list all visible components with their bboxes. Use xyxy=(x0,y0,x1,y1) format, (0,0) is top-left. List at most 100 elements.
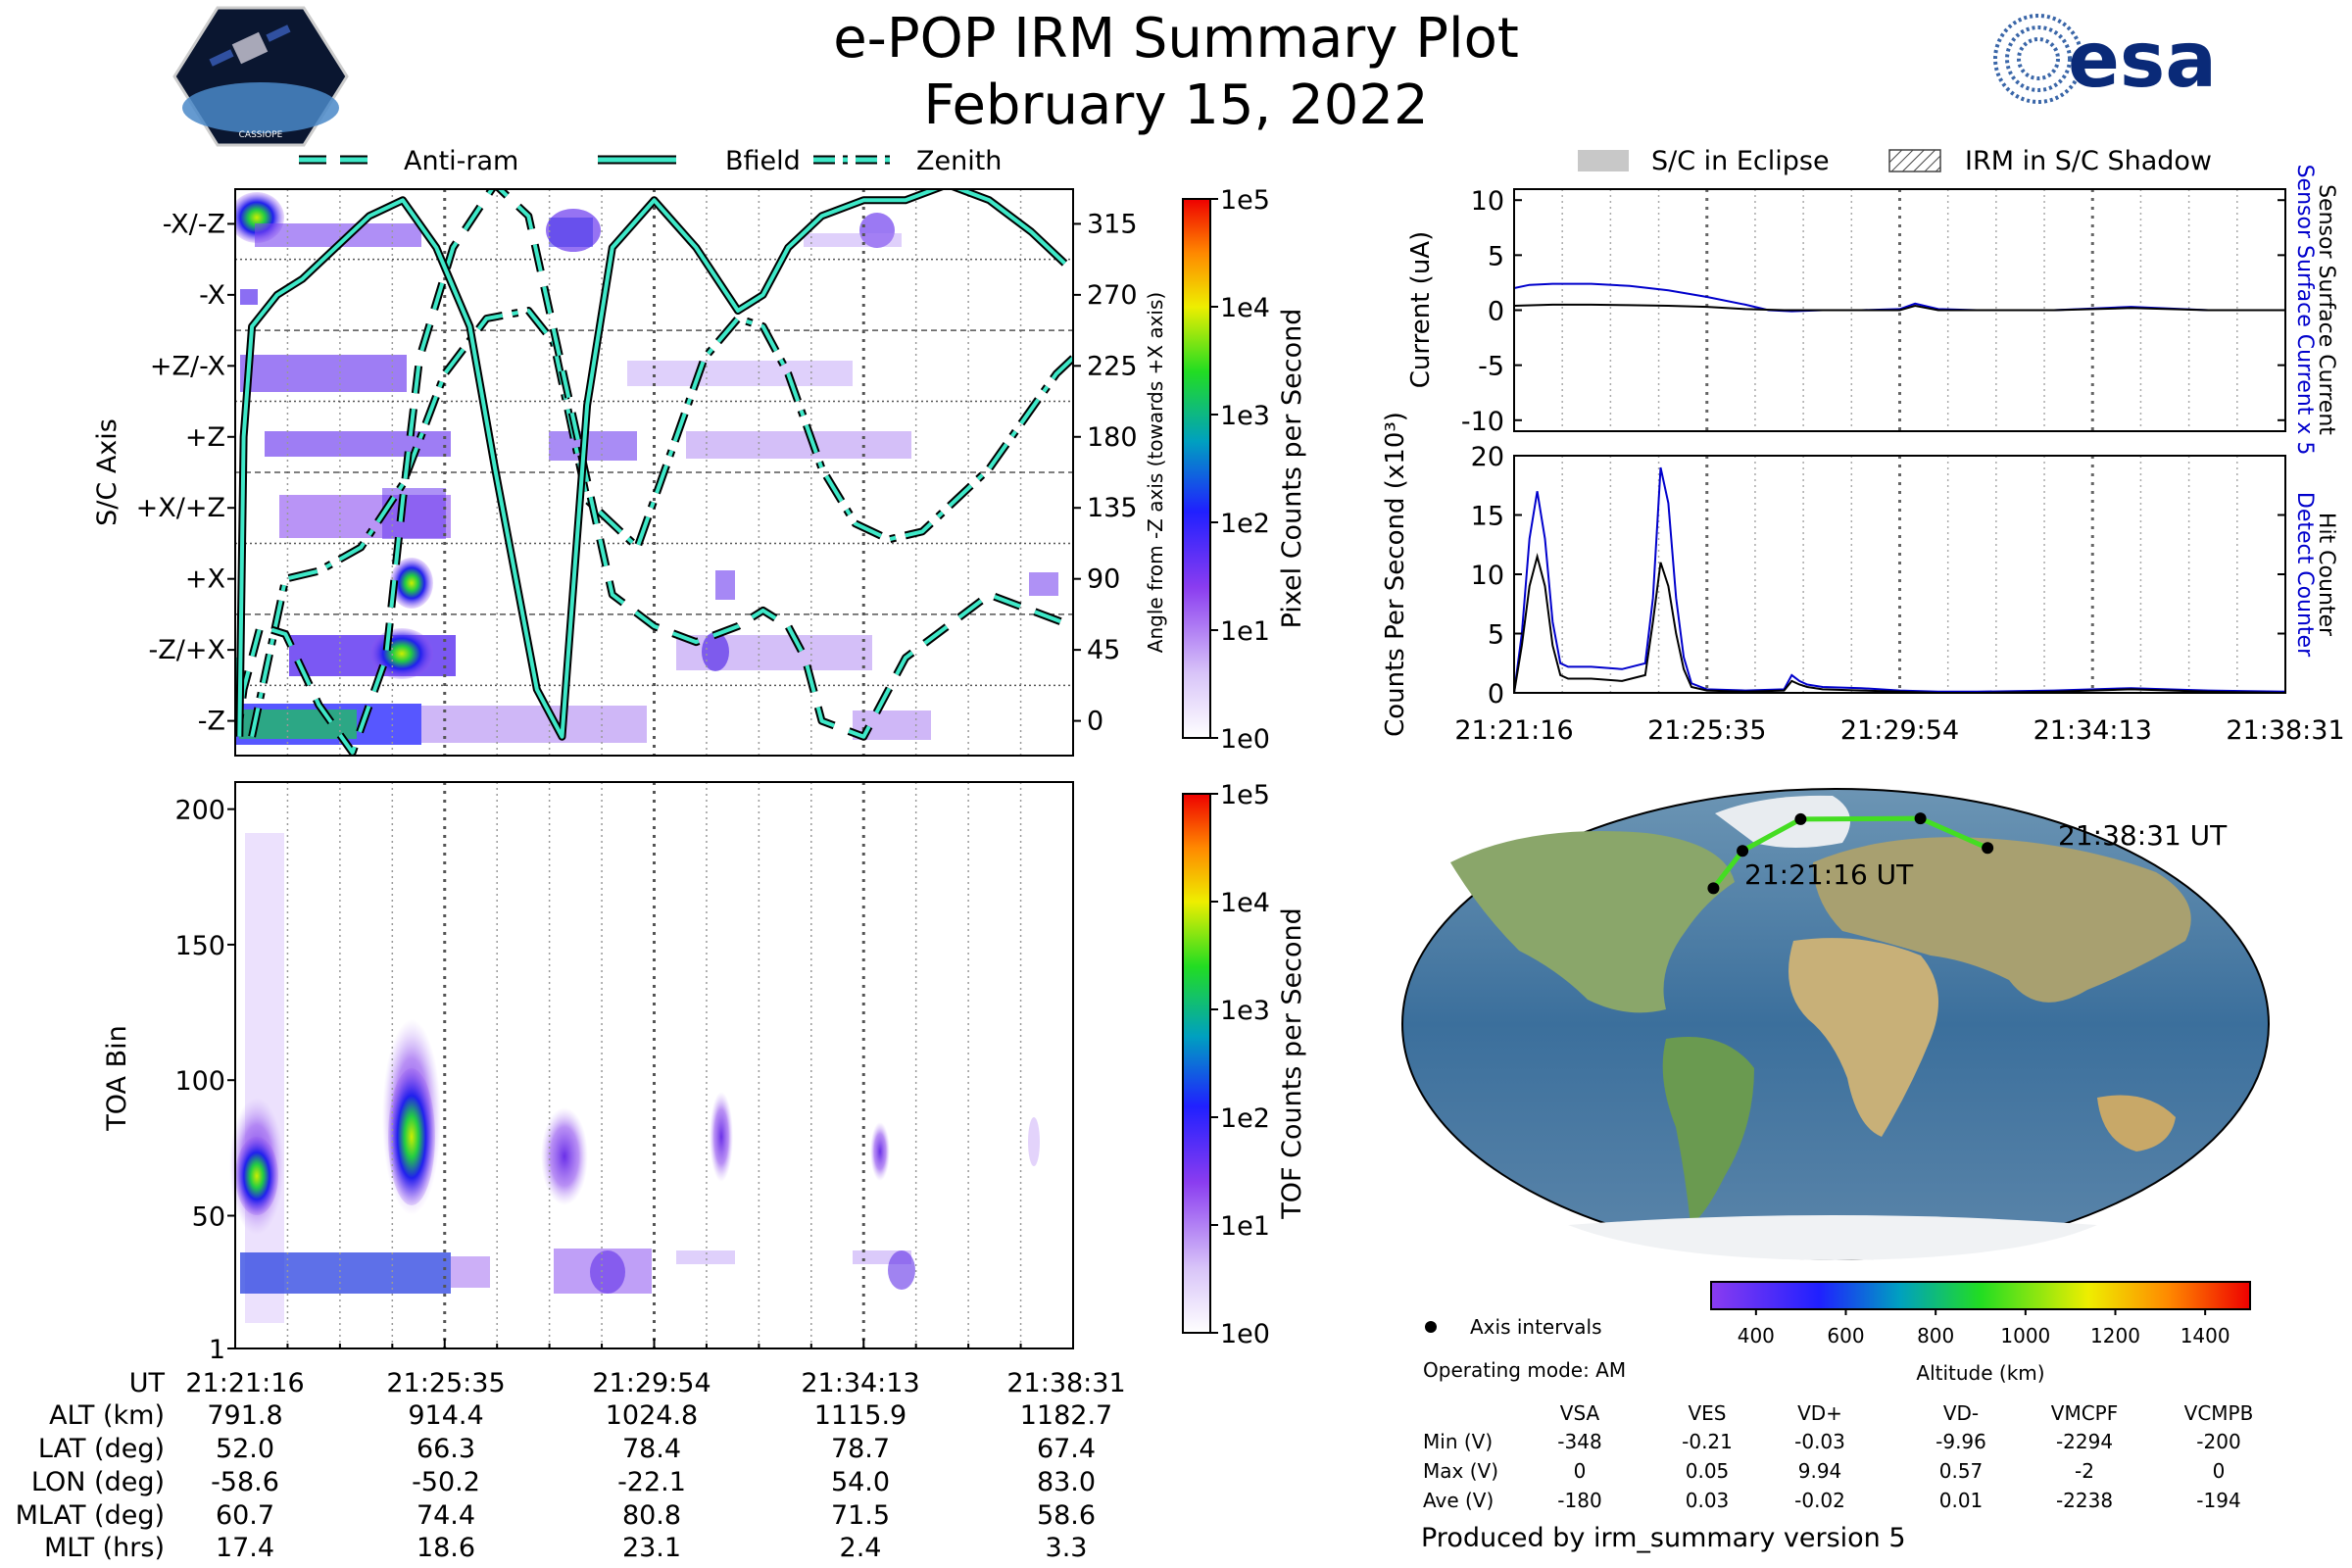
axis-intervals-label: Axis intervals xyxy=(1470,1315,1602,1339)
pixel-right-tick-label: 270 xyxy=(1087,280,1138,311)
altitude-tick-label: 1000 xyxy=(2000,1324,2050,1348)
pixel-y-tick-label: -Z xyxy=(198,707,225,737)
current-plot: 10 5 0 -5 -10 Current (uA) Sensor Surface Cu… xyxy=(1406,165,2338,456)
orbit-cell: 21:34:13 xyxy=(801,1368,919,1398)
pixel-heatmap-y-ticks: -X/-Z -X +Z/-X +Z +X/+Z +X -Z/+X -Z xyxy=(136,209,235,737)
tof-colorbar: 1e5 1e4 1e3 1e2 1e1 1e0 TOF Counts per Second xyxy=(1182,780,1307,1349)
legend-zenith: Zenith xyxy=(916,146,1002,176)
voltage-header: VD- xyxy=(1943,1401,1979,1425)
pixel-colorbar-tick-label: 1e2 xyxy=(1220,509,1270,539)
orbit-cell: 54.0 xyxy=(831,1467,890,1497)
voltage-header: VSA xyxy=(1560,1401,1600,1425)
mission-logo-text: CASSIOPE xyxy=(239,130,283,140)
orbit-cell: 23.1 xyxy=(622,1533,681,1563)
tof-colorbar-tick-label: 1e5 xyxy=(1220,780,1270,810)
orbit-cell: 1024.8 xyxy=(606,1400,698,1431)
orbit-row-label: MLAT (deg) xyxy=(16,1500,165,1531)
tof-colorbar-tick-label: 1e0 xyxy=(1220,1319,1270,1349)
voltage-cell: -0.03 xyxy=(1794,1430,1845,1453)
voltage-cell: -200 xyxy=(2196,1430,2240,1453)
pixel-right-tick-label: 90 xyxy=(1087,564,1120,595)
map-track-point xyxy=(1737,845,1749,858)
tof-colorbar-tick-label: 1e3 xyxy=(1220,996,1270,1026)
counts-x-tick-label: 21:38:31 xyxy=(2226,715,2344,746)
voltage-row-label: Ave (V) xyxy=(1423,1489,1494,1512)
pixel-colorbar-label: Pixel Counts per Second xyxy=(1277,309,1307,629)
tof-colorbar-tick-label: 1e4 xyxy=(1220,888,1270,918)
counts-x-tick-label: 21:29:54 xyxy=(1840,715,1959,746)
pixel-right-tick-label: 225 xyxy=(1087,351,1138,381)
esa-logo: esa xyxy=(1993,14,2217,105)
tof-heatmap-gridlines xyxy=(286,782,1022,1348)
orbit-cell: 80.8 xyxy=(622,1500,681,1531)
voltage-table: VSA VES VD+ VD- VMCPF VCMPB Min (V) -348 -0.21 -0… xyxy=(1423,1401,2253,1512)
counts-x-tick-label: 21:25:35 xyxy=(1647,715,1766,746)
orbit-cell: -50.2 xyxy=(412,1467,480,1497)
legend-shading: S/C in Eclipse IRM in S/C Shadow xyxy=(1578,146,2212,176)
voltage-header: VES xyxy=(1688,1401,1726,1425)
map-track-point xyxy=(1914,812,1927,825)
counts-plot: 0 5 10 15 20 21:21:16 21:25:35 21:29:54 21:34:1… xyxy=(1381,412,2345,746)
altitude-tick-label: 1400 xyxy=(2180,1324,2230,1348)
counts-y-tick-label: 10 xyxy=(1471,561,1504,591)
orbit-cell: 21:25:35 xyxy=(386,1368,505,1398)
pixel-right-tick-label: 315 xyxy=(1087,209,1138,239)
orbit-cell: 21:29:54 xyxy=(592,1368,710,1398)
tof-colorbar-tick-label: 1e1 xyxy=(1220,1211,1270,1242)
pixel-colorbar-tick-label: 1e4 xyxy=(1220,293,1270,323)
orbit-cell: 21:38:31 xyxy=(1006,1368,1125,1398)
pixel-heatmap-right-ticks: 315 270 225 180 135 90 45 0 xyxy=(1073,209,1138,737)
current-plot-right-label-2: Sensor Surface Current xyxy=(2314,184,2338,435)
orbit-cell: 2.4 xyxy=(840,1533,882,1563)
current-series-1 xyxy=(1513,303,2285,312)
voltage-cell: -9.96 xyxy=(1936,1430,1986,1453)
orbit-row-label: ALT (km) xyxy=(49,1400,165,1431)
orbit-cell: 18.6 xyxy=(416,1533,475,1563)
counts-series-0 xyxy=(1513,466,2286,694)
altitude-tick-label: 600 xyxy=(1827,1324,1864,1348)
pixel-line-antiram xyxy=(235,189,1073,755)
ground-track-map: 21:21:16 UT 21:38:31 UT xyxy=(1401,788,2270,1260)
map-track-point xyxy=(1982,842,1994,855)
voltage-cell: 9.94 xyxy=(1798,1459,1842,1483)
counts-x-tick-label: 21:21:16 xyxy=(1454,715,1573,746)
legend-eclipse: S/C in Eclipse xyxy=(1651,146,1830,176)
current-y-tick-label: 0 xyxy=(1488,297,1504,327)
current-y-tick-label: -10 xyxy=(1461,407,1504,437)
voltage-cell: -2 xyxy=(2075,1459,2094,1483)
pixel-right-tick-label: 135 xyxy=(1087,493,1138,523)
pixel-colorbar: 1e5 1e4 1e3 1e2 1e1 1e0 Pixel Counts per Seco… xyxy=(1182,185,1307,755)
orbit-cell: 791.8 xyxy=(207,1400,282,1431)
pixel-right-tick-label: 0 xyxy=(1087,707,1103,737)
info-block: Axis intervals Operating mode: AM Produc… xyxy=(1421,1315,1906,1553)
tof-y-tick-label: 100 xyxy=(174,1066,225,1097)
voltage-cell: -2238 xyxy=(2056,1489,2113,1512)
pixel-heatmap-right-label: Angle from -Z axis (towards +X axis) xyxy=(1144,292,1167,653)
map-land xyxy=(1450,795,2191,1260)
produced-by: Produced by irm_summary version 5 xyxy=(1421,1523,1906,1553)
orbit-cell: 67.4 xyxy=(1037,1434,1096,1464)
orbit-cell: 914.4 xyxy=(408,1400,483,1431)
legend-bfield: Bfield xyxy=(725,146,801,176)
voltage-cell: 0.03 xyxy=(1686,1489,1730,1512)
orbit-cell: 1182.7 xyxy=(1020,1400,1112,1431)
altitude-tick-label: 800 xyxy=(1917,1324,1954,1348)
pixel-y-tick-label: +X/+Z xyxy=(136,493,225,523)
plot-title: e-POP IRM Summary Plot xyxy=(833,7,1519,71)
orbit-cell: 78.4 xyxy=(622,1434,681,1464)
tof-y-tick-label: 200 xyxy=(174,796,225,826)
tof-y-tick-label: 1 xyxy=(209,1335,225,1365)
counts-plot-right-label-1: Detect Counter xyxy=(2292,492,2317,658)
orbit-cell: 17.4 xyxy=(216,1533,274,1563)
pixel-heatmap-frame xyxy=(234,188,1074,757)
orbit-cell: 1115.9 xyxy=(814,1400,906,1431)
counts-y-tick-label: 15 xyxy=(1471,502,1504,532)
pixel-heatmap: -X/-Z -X +Z/-X +Z +X/+Z +X -Z/+X -Z 315 270 225 18… xyxy=(92,188,1167,757)
current-y-tick-label: 5 xyxy=(1488,241,1504,271)
counts-x-tick-label: 21:34:13 xyxy=(2034,715,2152,746)
orbit-cell: 83.0 xyxy=(1037,1467,1096,1497)
operating-mode: Operating mode: AM xyxy=(1423,1358,1626,1382)
map-track-point xyxy=(1707,882,1720,895)
